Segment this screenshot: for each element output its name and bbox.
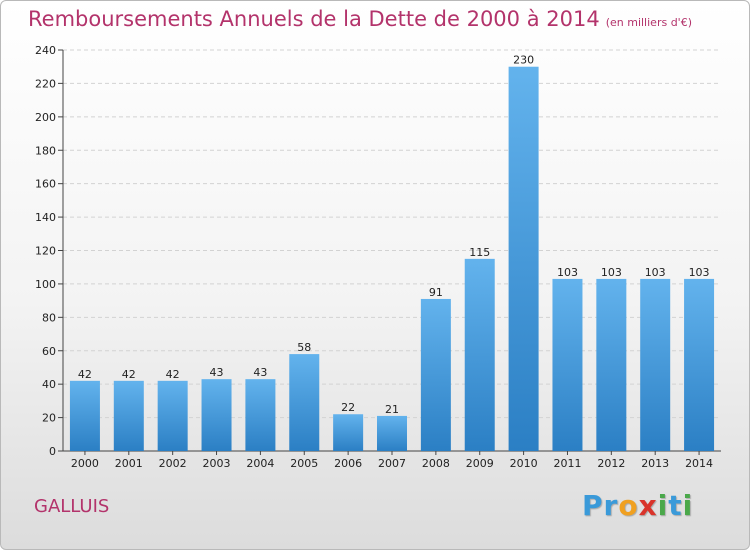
logo-letter: i (682, 489, 694, 522)
x-tick-label: 2009 (466, 457, 494, 470)
x-tick-label: 2010 (510, 457, 538, 470)
place-name: GALLUIS (34, 496, 110, 517)
title-text: Remboursements Annuels de la Dette de 20… (28, 7, 600, 31)
y-tick-label: 140 (35, 211, 56, 224)
y-tick-label: 0 (49, 445, 56, 458)
logo-letter: x (638, 489, 658, 522)
x-tick-label: 2006 (334, 457, 362, 470)
bar (508, 66, 539, 451)
bar (289, 354, 320, 451)
bar (201, 379, 232, 451)
x-tick-label: 2013 (641, 457, 669, 470)
data-label: 115 (469, 246, 490, 259)
y-tick-label: 20 (42, 412, 56, 425)
x-tick-label: 2003 (203, 457, 231, 470)
logo-letter: t (668, 489, 683, 522)
logo-letter: o (618, 489, 639, 522)
proxiti-logo: Proxiti (582, 489, 693, 522)
x-tick-label: 2008 (422, 457, 450, 470)
x-tick-label: 2000 (71, 457, 99, 470)
bar (552, 278, 583, 451)
x-tick-label: 2014 (685, 457, 713, 470)
bar (69, 380, 100, 451)
bar (420, 298, 451, 451)
data-label: 103 (689, 266, 710, 279)
data-label: 58 (297, 341, 311, 354)
y-tick-label: 240 (35, 44, 56, 57)
logo-letter: P (582, 489, 604, 522)
x-tick-label: 2001 (115, 457, 143, 470)
data-label: 42 (122, 368, 136, 381)
y-tick-label: 100 (35, 278, 56, 291)
x-tick-label: 2012 (597, 457, 625, 470)
bar (640, 278, 671, 451)
data-label: 103 (601, 266, 622, 279)
bar (464, 258, 495, 451)
bar (377, 415, 407, 451)
y-tick-label: 160 (35, 178, 56, 191)
data-label: 42 (166, 368, 180, 381)
bar (245, 379, 276, 451)
y-tick-label: 180 (35, 144, 56, 157)
data-label: 230 (513, 54, 534, 67)
x-tick-label: 2005 (290, 457, 318, 470)
data-label: 21 (385, 403, 399, 416)
y-tick-label: 80 (42, 311, 56, 324)
y-tick-label: 60 (42, 345, 56, 358)
chart-title: Remboursements Annuels de la Dette de 20… (28, 7, 692, 31)
data-label: 43 (210, 366, 224, 379)
bar (596, 278, 627, 451)
bar (113, 380, 144, 451)
data-label: 91 (429, 286, 443, 299)
logo-letter: i (657, 489, 669, 522)
data-label: 22 (341, 401, 355, 414)
bar (333, 414, 364, 451)
x-tick-label: 2007 (378, 457, 406, 470)
bar (684, 278, 715, 451)
y-tick-label: 40 (42, 378, 56, 391)
data-label: 103 (645, 266, 666, 279)
y-tick-label: 200 (35, 111, 56, 124)
unit-text: (en milliers d'€) (605, 16, 692, 29)
x-tick-label: 2011 (553, 457, 581, 470)
bar (157, 380, 188, 451)
x-tick-label: 2002 (159, 457, 187, 470)
data-label: 42 (78, 368, 92, 381)
x-tick-label: 2004 (246, 457, 274, 470)
y-tick-label: 220 (35, 77, 56, 90)
data-label: 103 (557, 266, 578, 279)
y-tick-label: 120 (35, 245, 56, 258)
logo-letter: r (603, 489, 619, 522)
data-label: 43 (253, 366, 267, 379)
